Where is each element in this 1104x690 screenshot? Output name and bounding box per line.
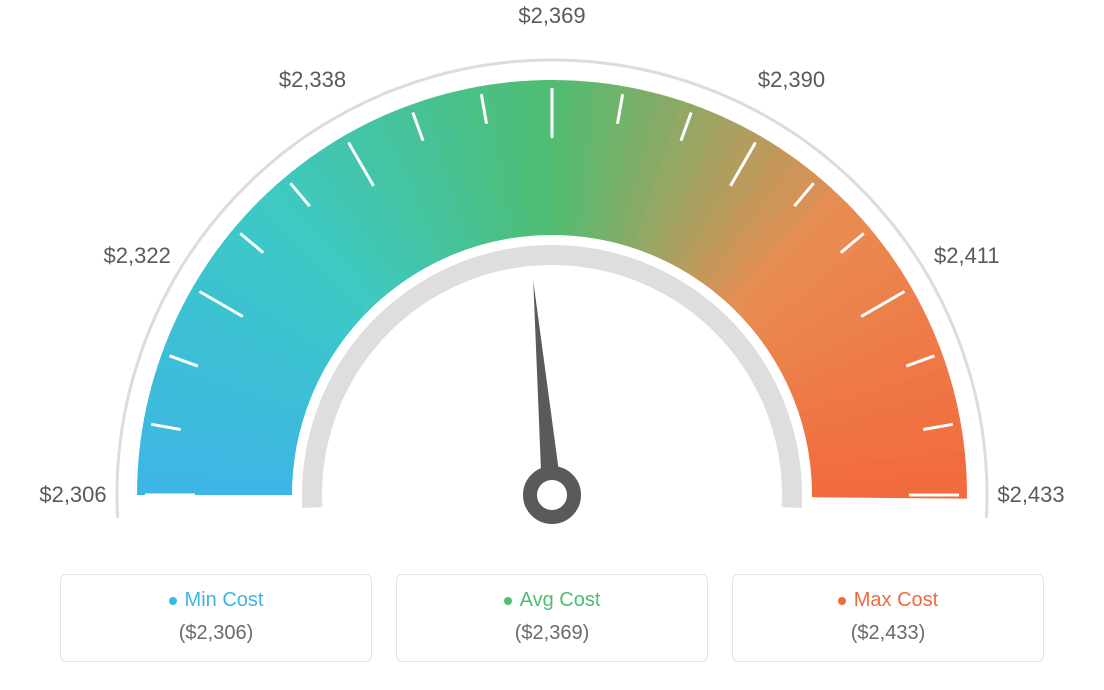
legend-card-min: Min Cost ($2,306)	[60, 574, 372, 662]
gauge-tick-label: $2,433	[997, 482, 1064, 508]
legend-card-avg: Avg Cost ($2,369)	[396, 574, 708, 662]
legend-title-avg: Avg Cost	[397, 589, 707, 612]
gauge-tick-label: $2,390	[758, 67, 825, 93]
gauge-tick-label: $2,306	[39, 482, 106, 508]
dot-icon	[504, 597, 512, 605]
gauge-tick-label: $2,411	[934, 243, 1000, 269]
dot-icon	[169, 597, 177, 605]
legend-label-min: Min Cost	[185, 589, 264, 612]
legend-value-min: ($2,306)	[61, 622, 371, 645]
chart-container: $2,306 $2,322 $2,338 $2,369 $2,390 $2,411 $2,4…	[0, 0, 1104, 690]
gauge-tick-label: $2,322	[104, 243, 171, 269]
legend-title-max: Max Cost	[733, 589, 1043, 612]
gauge-tick-label: $2,338	[279, 67, 346, 93]
dot-icon	[838, 597, 846, 605]
gauge-chart: $2,306 $2,322 $2,338 $2,369 $2,390 $2,411 $2,4…	[0, 0, 1104, 545]
gauge-tick-label: $2,369	[518, 3, 585, 29]
legend-value-max: ($2,433)	[733, 622, 1043, 645]
legend-value-avg: ($2,369)	[397, 622, 707, 645]
legend-title-min: Min Cost	[61, 589, 371, 612]
legend-row: Min Cost ($2,306) Avg Cost ($2,369) Max …	[60, 574, 1044, 662]
legend-label-max: Max Cost	[854, 589, 938, 612]
legend-card-max: Max Cost ($2,433)	[732, 574, 1044, 662]
legend-label-avg: Avg Cost	[520, 589, 601, 612]
